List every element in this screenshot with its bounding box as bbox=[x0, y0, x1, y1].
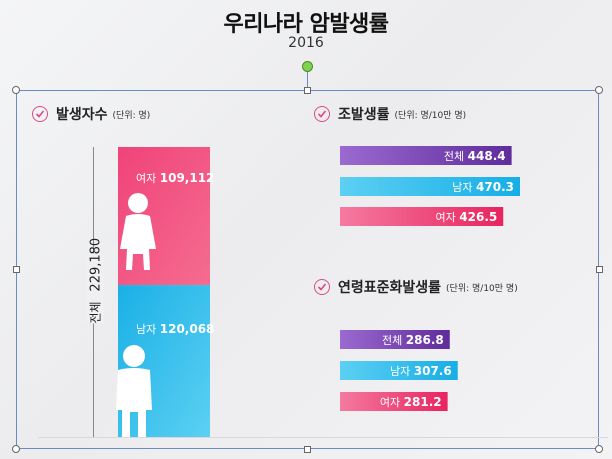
age-std-rate-label-total: 전체 286.8 bbox=[382, 333, 444, 347]
crude-rate-bar-total bbox=[340, 146, 512, 165]
crude-rate-bar-female bbox=[340, 207, 504, 226]
age-std-rate-bar-female bbox=[340, 392, 448, 411]
age-std-rate-unit: (단위: 명/10만 명) bbox=[446, 283, 518, 294]
resize-handle-bottom-left[interactable] bbox=[12, 445, 20, 453]
male-series-name: 남자 bbox=[136, 323, 157, 336]
crude-rate-heading: 조발생률 bbox=[338, 107, 390, 123]
baseline-divider bbox=[38, 437, 608, 438]
resize-handle-bottom-right[interactable] bbox=[595, 445, 603, 453]
age-std-rate-bar-male bbox=[340, 361, 458, 380]
crude-rate-bar-male bbox=[340, 177, 520, 196]
check-circle-icon bbox=[314, 106, 330, 122]
rotation-handle[interactable] bbox=[302, 61, 313, 72]
crude-rate-header: 조발생률 (단위: 명/10만 명) bbox=[314, 104, 466, 124]
age-std-rate-label-female: 여자 281.2 bbox=[380, 395, 442, 409]
page-subtitle-year: 2016 bbox=[288, 35, 324, 51]
resize-handle-top-left[interactable] bbox=[12, 86, 20, 94]
check-circle-icon bbox=[32, 106, 48, 122]
incidence-unit: (단위: 명) bbox=[112, 110, 151, 121]
male-count-label: 남자 120,068 bbox=[136, 321, 214, 337]
female-series-name: 여자 bbox=[136, 172, 157, 185]
female-count-label: 여자 109,112 bbox=[136, 170, 214, 186]
resize-handle-left[interactable] bbox=[13, 266, 20, 273]
age-std-rate-heading: 연령표준화발생률 bbox=[338, 280, 442, 296]
female-count-value: 109,112 bbox=[159, 171, 215, 185]
rotation-handle-line bbox=[307, 70, 308, 90]
age-std-rate-bar-total bbox=[340, 330, 450, 349]
male-count-value: 120,068 bbox=[159, 322, 215, 336]
age-std-rate-header: 연령표준화발생률 (단위: 명/10만 명) bbox=[314, 277, 518, 297]
female-person-icon bbox=[120, 193, 156, 270]
crude-rate-unit: (단위: 명/10만 명) bbox=[394, 110, 467, 121]
check-circle-icon bbox=[314, 279, 330, 295]
incidence-heading: 발생자수 bbox=[56, 107, 108, 123]
age-std-rate-label-male: 남자 307.6 bbox=[390, 364, 452, 378]
resize-handle-right[interactable] bbox=[596, 266, 603, 273]
page-title: 우리나라 암발생률 bbox=[223, 12, 389, 37]
crude-rate-label-male: 남자 470.3 bbox=[452, 180, 514, 194]
resize-handle-top-right[interactable] bbox=[595, 86, 603, 94]
crude-rate-label-female: 여자 426.5 bbox=[436, 210, 498, 224]
crude-rate-label-total: 전체 448.4 bbox=[444, 149, 506, 163]
incidence-header: 발생자수 (단위: 명) bbox=[32, 104, 150, 124]
resize-handle-bottom[interactable] bbox=[304, 446, 311, 453]
resize-handle-top[interactable] bbox=[304, 87, 311, 94]
male-person-icon bbox=[116, 345, 152, 437]
